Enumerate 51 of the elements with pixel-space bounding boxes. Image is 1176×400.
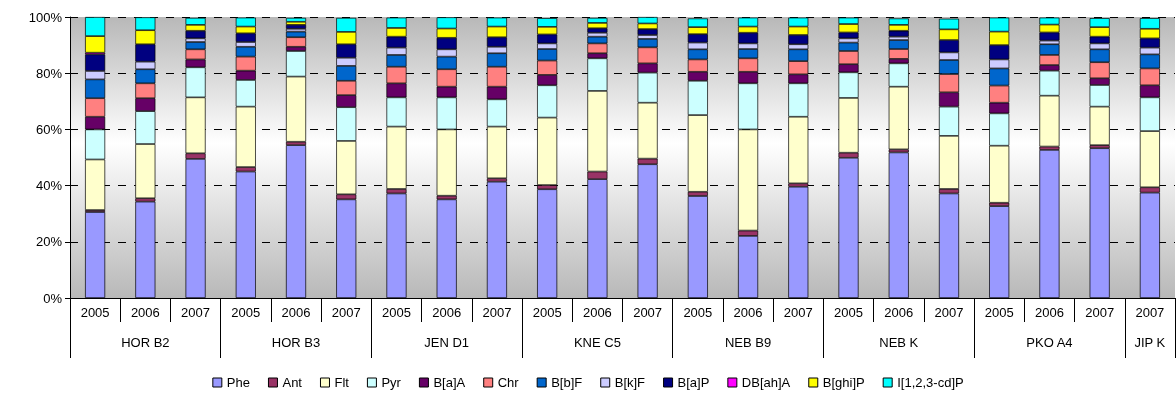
x-tick-label: 2005 bbox=[80, 305, 110, 320]
legend-label: B[b]F bbox=[551, 375, 583, 390]
legend-label: I[1,2,3-cd]P bbox=[897, 375, 964, 390]
legend-label: B[ghi]P bbox=[822, 375, 865, 390]
text: NEB K bbox=[879, 335, 919, 350]
x-tick-label: 2005 bbox=[231, 305, 261, 320]
y-tick-label: 20% bbox=[35, 234, 63, 250]
legend-label: Phe bbox=[226, 375, 250, 390]
x-tick-label: 2007 bbox=[633, 305, 663, 320]
y-tick-label: 60% bbox=[35, 121, 63, 137]
x-tick-label: 2007 bbox=[181, 305, 211, 320]
x-tick-label: 2005 bbox=[532, 305, 562, 320]
y-tick-label: 80% bbox=[35, 65, 63, 81]
text: HOR B3 bbox=[271, 335, 321, 350]
legend-label: Pyr bbox=[381, 375, 402, 390]
y-tick-label: 0% bbox=[43, 290, 63, 306]
x-tick-label: 2005 bbox=[984, 305, 1014, 320]
y-tick-label: 100% bbox=[28, 9, 63, 25]
legend-label: B[a]P bbox=[677, 375, 710, 390]
bar bbox=[587, 22, 608, 29]
x-tick-label: 2007 bbox=[783, 305, 813, 320]
legend-label: B[a]A bbox=[433, 375, 466, 390]
x-tick-label: 2006 bbox=[733, 305, 763, 320]
x-tick-label: 2005 bbox=[683, 305, 713, 320]
x-tick-label: 2006 bbox=[130, 305, 160, 320]
x-tick-label: 2007 bbox=[331, 305, 361, 320]
x-tick-label: 2005 bbox=[834, 305, 863, 320]
text: PKO A4 bbox=[1026, 335, 1073, 350]
x-tick-label: 2006 bbox=[582, 305, 612, 320]
x-tick-label: 2005 bbox=[382, 305, 411, 320]
text: KNE C5 bbox=[573, 335, 621, 350]
x-tick-label: 2007 bbox=[1085, 305, 1115, 320]
bar bbox=[285, 21, 307, 25]
text: JEN D1 bbox=[424, 335, 470, 350]
x-tick-label: 2007 bbox=[934, 305, 964, 320]
x-tick-label: 2007 bbox=[1135, 305, 1165, 320]
y-tick-label: 40% bbox=[35, 178, 63, 194]
text: JIP K bbox=[1134, 335, 1166, 350]
text: NEB B9 bbox=[724, 335, 772, 350]
x-tick-label: 2006 bbox=[1034, 305, 1064, 320]
text: HOR B2 bbox=[121, 335, 170, 350]
x-tick-label: 2006 bbox=[884, 305, 914, 320]
legend-label: B[k]F bbox=[614, 375, 646, 390]
bar bbox=[285, 24, 307, 29]
legend-label: Chr bbox=[497, 375, 520, 390]
x-tick-label: 2007 bbox=[482, 305, 512, 320]
x-tick-label: 2006 bbox=[281, 305, 311, 320]
legend-label: Flt bbox=[334, 375, 350, 390]
legend-label: Ant bbox=[282, 375, 303, 390]
legend-label: DB[ah]A bbox=[741, 375, 791, 390]
x-tick-label: 2006 bbox=[432, 305, 462, 320]
